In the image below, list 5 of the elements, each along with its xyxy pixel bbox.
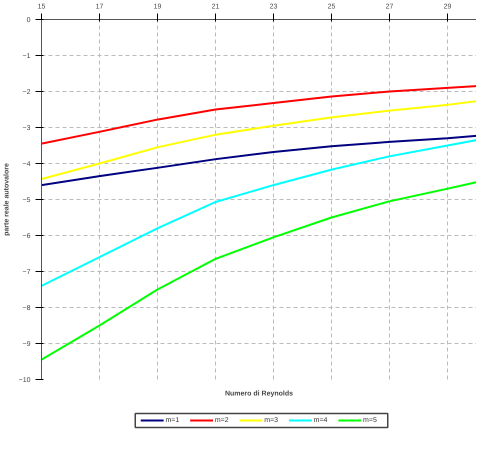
line-series xyxy=(42,100,476,180)
line-series xyxy=(42,181,476,361)
line-series xyxy=(42,85,476,145)
line-series xyxy=(42,139,476,287)
line-series xyxy=(42,134,476,186)
